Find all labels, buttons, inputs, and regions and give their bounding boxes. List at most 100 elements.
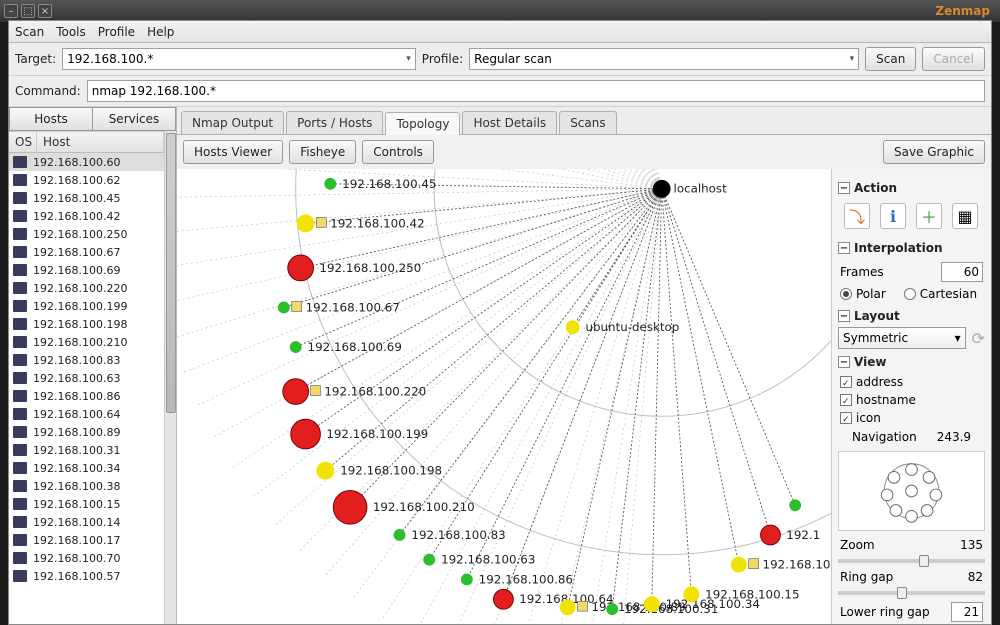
os-icon [13,354,27,366]
navigation-label: Navigation [852,430,917,444]
host-row[interactable]: 192.168.100.64 [9,405,164,423]
host-row[interactable]: 192.168.100.31 [9,441,164,459]
window-maximize-icon[interactable]: ⬚ [21,4,35,18]
target-value: 192.168.100.* [67,52,153,66]
host-row[interactable]: 192.168.100.38 [9,477,164,495]
os-icon [13,300,27,312]
collapse-icon[interactable]: − [838,310,850,322]
frames-input[interactable] [941,262,983,282]
tab-topology[interactable]: Topology [385,112,460,135]
host-row[interactable]: 192.168.100.57 [9,567,164,585]
menu-help[interactable]: Help [147,25,174,39]
host-row[interactable]: 192.168.100.198 [9,315,164,333]
view-address-checkbox[interactable] [840,376,852,388]
host-row[interactable]: 192.168.100.15 [9,495,164,513]
host-row[interactable]: 192.168.100.14 [9,513,164,531]
cancel-button: Cancel [922,47,985,71]
col-os[interactable]: OS [9,132,37,152]
os-icon [13,336,27,348]
host-ip: 192.168.100.38 [33,480,120,493]
host-row[interactable]: 192.168.100.45 [9,189,164,207]
host-row[interactable]: 192.168.100.69 [9,261,164,279]
action-refresh-icon[interactable]: ⤵ [844,203,870,229]
host-row[interactable]: 192.168.100.60 [9,153,164,171]
host-list-header: OS Host [9,131,164,153]
target-input[interactable]: 192.168.100.*▾ [62,48,416,70]
services-tab-button[interactable]: Services [92,107,176,131]
host-ip: 192.168.100.64 [33,408,120,421]
host-row[interactable]: 192.168.100.63 [9,369,164,387]
window-close-icon[interactable]: × [38,4,52,18]
view-icon-label: icon [856,411,881,425]
tab-host-details[interactable]: Host Details [462,111,557,134]
hosts-tab-button[interactable]: Hosts [9,107,92,131]
save-graphic-button[interactable]: Save Graphic [883,140,985,164]
layout-select[interactable]: Symmetric▾ [838,327,966,349]
scrollbar-thumb[interactable] [166,133,176,413]
host-row[interactable]: 192.168.100.210 [9,333,164,351]
action-add-icon[interactable]: ＋ [916,203,942,229]
host-row[interactable]: 192.168.100.250 [9,225,164,243]
menu-profile[interactable]: Profile [98,25,135,39]
controls-button[interactable]: Controls [362,140,434,164]
profile-select[interactable]: Regular scan▾ [469,48,859,70]
lower-ring-label: Lower ring gap [840,605,930,619]
topology-canvas[interactable]: localhost192.168.100.45192.168.100.42192… [177,169,831,624]
lower-ring-input[interactable] [951,602,983,622]
col-host[interactable]: Host [37,132,164,152]
action-info-icon[interactable]: ℹ [880,203,906,229]
svg-text:192.168.100.45: 192.168.100.45 [342,177,436,191]
host-list[interactable]: 192.168.100.60192.168.100.62192.168.100.… [9,153,164,624]
polar-radio[interactable] [840,288,852,300]
action-grid-icon[interactable]: ▦ [952,203,978,229]
collapse-icon[interactable]: − [838,356,850,368]
os-icon [13,246,27,258]
ring-value: 82 [968,570,983,584]
view-hostname-checkbox[interactable] [840,394,852,406]
os-icon [13,372,27,384]
zoom-slider[interactable] [838,559,985,563]
reload-icon[interactable]: ⟳ [972,329,985,348]
host-row[interactable]: 192.168.100.17 [9,531,164,549]
menu-tools[interactable]: Tools [56,25,86,39]
svg-text:192.168.10: 192.168.10 [763,558,831,572]
host-row[interactable]: 192.168.100.199 [9,297,164,315]
tab-scans[interactable]: Scans [559,111,616,134]
host-ip: 192.168.100.199 [33,300,127,313]
scan-button[interactable]: Scan [865,47,916,71]
menu-scan[interactable]: Scan [15,25,44,39]
host-ip: 192.168.100.220 [33,282,127,295]
host-row[interactable]: 192.168.100.42 [9,207,164,225]
section-layout: Layout [854,309,900,323]
host-scrollbar[interactable] [164,131,176,624]
collapse-icon[interactable]: − [838,242,850,254]
view-hostname-label: hostname [856,393,916,407]
tab-ports-hosts[interactable]: Ports / Hosts [286,111,383,134]
host-ip: 192.168.100.60 [33,156,120,169]
fisheye-button[interactable]: Fisheye [289,140,356,164]
navigation-widget[interactable] [838,451,985,531]
host-row[interactable]: 192.168.100.89 [9,423,164,441]
ring-slider[interactable] [838,591,985,595]
cartesian-radio[interactable] [904,288,916,300]
svg-text:192.168.100.199: 192.168.100.199 [326,427,428,441]
host-row[interactable]: 192.168.100.62 [9,171,164,189]
hosts-viewer-button[interactable]: Hosts Viewer [183,140,283,164]
tab-nmap-output[interactable]: Nmap Output [181,111,284,134]
view-icon-checkbox[interactable] [840,412,852,424]
host-row[interactable]: 192.168.100.70 [9,549,164,567]
window-minimize-icon[interactable]: – [4,4,18,18]
left-panel: Hosts Services OS Host 192.168.100.60 192… [9,107,177,624]
host-row[interactable]: 192.168.100.34 [9,459,164,477]
os-icon [13,228,27,240]
host-ip: 192.168.100.42 [33,210,120,223]
collapse-icon[interactable]: − [838,182,850,194]
command-input[interactable] [87,80,985,102]
chevron-down-icon: ▾ [850,54,855,64]
host-row[interactable]: 192.168.100.86 [9,387,164,405]
host-ip: 192.168.100.210 [33,336,127,349]
host-row[interactable]: 192.168.100.67 [9,243,164,261]
os-icon [13,408,27,420]
host-row[interactable]: 192.168.100.83 [9,351,164,369]
host-row[interactable]: 192.168.100.220 [9,279,164,297]
